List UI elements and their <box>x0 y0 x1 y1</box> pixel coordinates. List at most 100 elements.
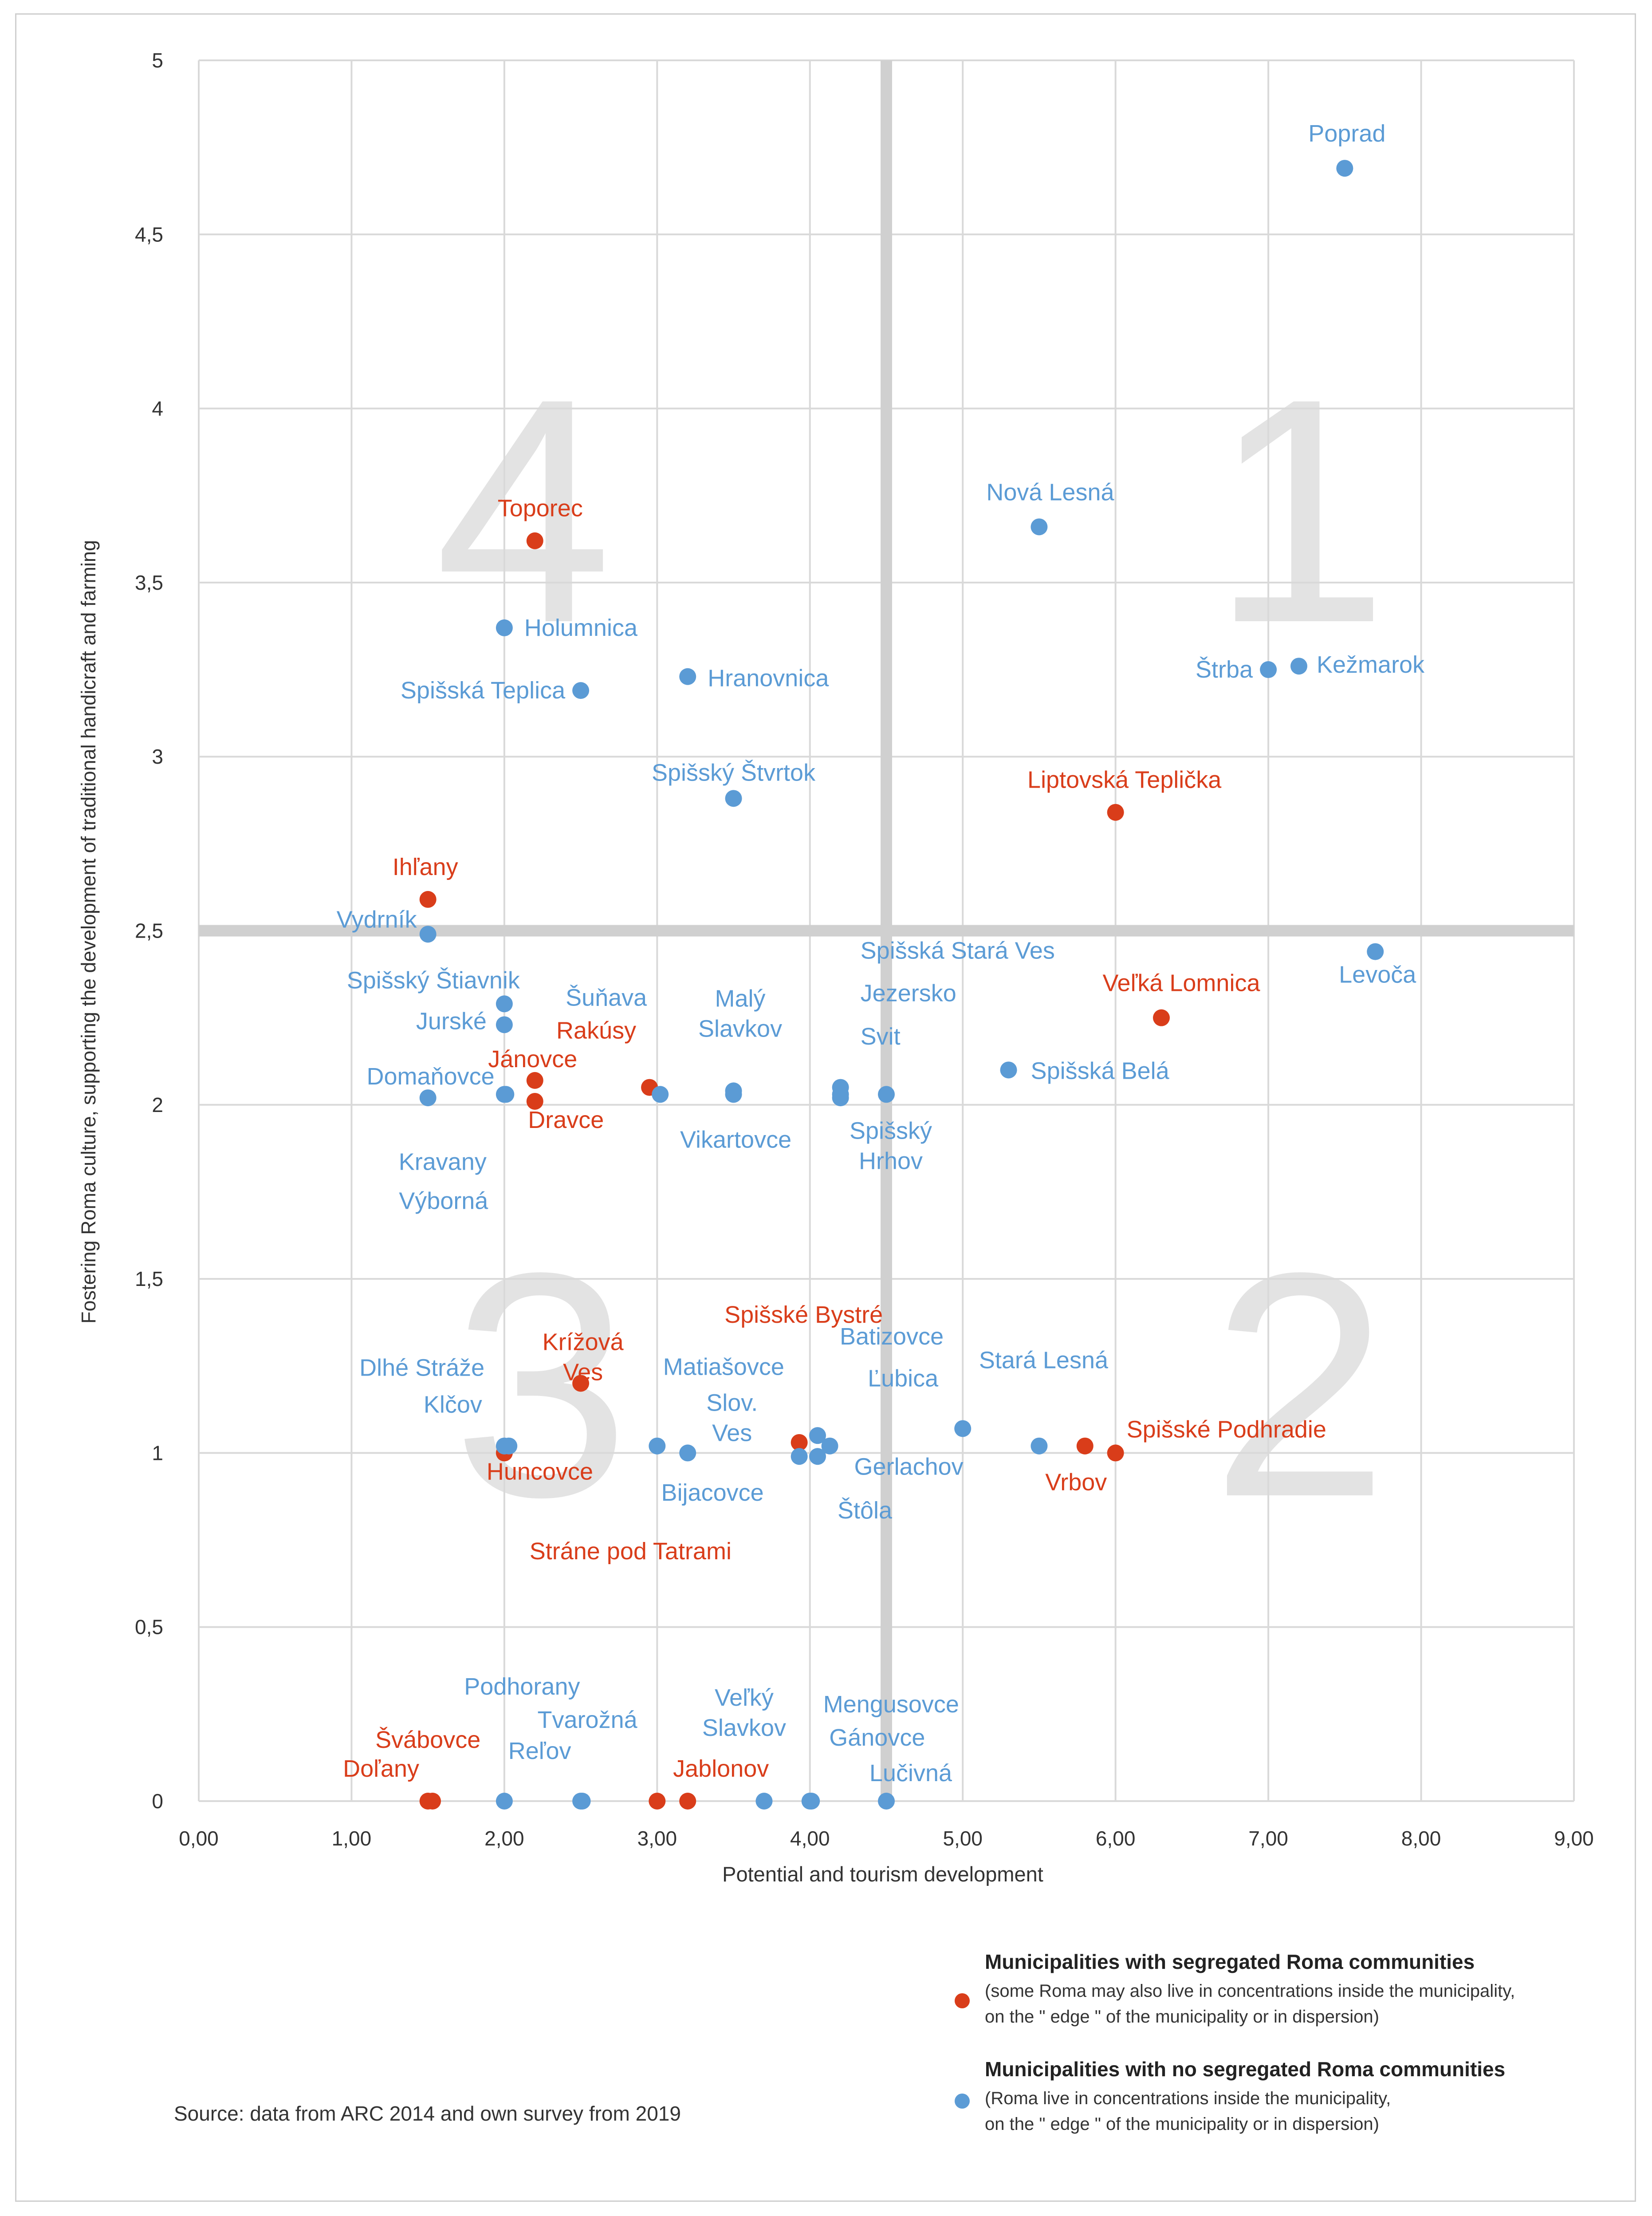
y-axis-label: Fostering Roma culture, supporting the d… <box>77 540 100 1324</box>
data-label--trba: Štrba <box>1196 656 1253 683</box>
data-point-doma-ovce <box>419 1089 437 1107</box>
data-point-liptovsk-tepli-ka <box>1107 804 1124 821</box>
data-label-jablonov: Jablonov <box>673 1755 769 1782</box>
data-point-vikartovce <box>725 1086 742 1103</box>
data-point-ih-any <box>419 891 437 908</box>
data-label-ke-marok: Kežmarok <box>1317 651 1425 678</box>
data-label-spi-sk-star-ves: Spišská Stará Ves <box>861 938 1055 964</box>
data-point-spi-sk-tiavnik <box>496 995 513 1013</box>
data-label-dlh-str-e: Dlhé Stráže <box>359 1355 484 1381</box>
data-point-hranovnica <box>679 668 696 685</box>
data-label-kravany: Kravany <box>399 1148 487 1175</box>
data-point-bijacovce <box>791 1448 808 1465</box>
data-label--ubica: Ľubica <box>868 1365 939 1392</box>
y-tick-label: 5 <box>152 49 163 72</box>
data-label-huncovce: Huncovce <box>487 1458 593 1485</box>
y-tick-label: 1,5 <box>135 1267 163 1290</box>
data-point-star-lesn- <box>1031 1437 1048 1455</box>
y-tick-label: 0,5 <box>135 1616 163 1639</box>
data-point--u-ava <box>652 1086 669 1103</box>
data-point-v-born- <box>497 1086 515 1103</box>
y-tick-label: 3 <box>152 745 163 768</box>
y-tick-label: 2,5 <box>135 919 163 942</box>
x-tick-label: 3,00 <box>637 1827 677 1850</box>
data-label-doma-ovce: Domaňovce <box>367 1063 495 1090</box>
data-label-gerlachov: Gerlachov <box>854 1454 964 1480</box>
data-label-toporec: Toporec <box>498 495 583 522</box>
data-label-ve-k-slavkov: Veľký Slavkov <box>702 1684 786 1741</box>
figure-frame <box>15 13 1636 2202</box>
data-label-j-novce: Jánovce <box>488 1046 577 1073</box>
x-tick-label: 2,00 <box>484 1827 524 1850</box>
data-point-nov-lesn- <box>1031 518 1048 536</box>
data-label-spi-sk-tiavnik: Spišský Štiavnik <box>347 967 520 994</box>
data-label-kl-ov: Klčov <box>424 1392 482 1418</box>
data-point-dravce <box>526 1092 543 1110</box>
data-label-jezersko: Jezersko <box>861 980 956 1006</box>
x-axis-label: Potential and tourism development <box>722 1862 1043 1886</box>
data-label-batizovce: Batizovce <box>840 1323 944 1350</box>
data-point-poprad <box>1336 160 1353 177</box>
data-point-ve-k-lomnica <box>1153 1009 1170 1026</box>
data-label-spi-sk-teplica: Spišská Teplica <box>401 677 566 704</box>
y-tick-label: 2 <box>152 1093 163 1116</box>
x-tick-label: 1,00 <box>332 1827 372 1850</box>
y-tick-label: 4 <box>152 397 163 420</box>
data-point-jursk- <box>496 1016 513 1033</box>
data-point-levo-a <box>1367 943 1384 960</box>
x-tick-label: 8,00 <box>1401 1827 1441 1850</box>
data-point--ubica <box>954 1420 972 1437</box>
data-label-levo-a: Levoča <box>1339 962 1416 988</box>
data-label--t-la: Štôla <box>838 1497 893 1524</box>
data-label-mal-slavkov: Malý Slavkov <box>698 985 782 1042</box>
data-point-spi-sk-tvrtok <box>725 790 742 807</box>
quadrant-number-3: 3 <box>452 1206 630 1563</box>
data-point-re-ov <box>574 1793 591 1810</box>
data-label-matia-ovce: Matiašovce <box>663 1354 784 1380</box>
data-label-nov-lesn-: Nová Lesná <box>986 479 1114 505</box>
data-point-jablonov <box>679 1793 696 1810</box>
x-tick-label: 7,00 <box>1248 1827 1288 1850</box>
data-label--u-ava: Šuňava <box>566 984 647 1011</box>
y-tick-label: 1 <box>152 1441 163 1464</box>
data-label-star-lesn-: Stará Lesná <box>979 1347 1109 1374</box>
data-point-batizovce <box>809 1427 826 1444</box>
data-label-spi-sk-tvrtok: Spišský Štvrtok <box>652 759 816 786</box>
data-point-svit <box>832 1089 849 1107</box>
data-label-re-ov: Reľov <box>508 1738 571 1764</box>
quadrant-number-4: 4 <box>435 332 612 689</box>
data-label-vydrn-k: Vydrník <box>337 906 417 933</box>
x-tick-label: 9,00 <box>1554 1827 1594 1850</box>
y-tick-label: 0 <box>152 1790 163 1813</box>
data-label-tvaro-n-: Tvarožná <box>538 1707 638 1733</box>
data-label-dravce: Dravce <box>528 1107 604 1133</box>
data-point-str-ne-pod-tatrami <box>649 1793 666 1810</box>
data-point-ve-k-slavkov <box>755 1793 773 1810</box>
data-label-spi-sk-hrhov: Spišský Hrhov <box>850 1117 932 1174</box>
data-point-podhorany <box>496 1793 513 1810</box>
data-label--v-bovce: Švábovce <box>375 1727 480 1753</box>
data-point-kr-ov-ves <box>572 1375 590 1392</box>
data-point-gerlachov <box>821 1437 838 1455</box>
data-point-toporec <box>526 532 543 549</box>
quadrant-number-1: 1 <box>1211 332 1388 689</box>
data-point-spi-sk-podhradie <box>1107 1444 1124 1462</box>
data-point-vrbov <box>1076 1437 1093 1455</box>
data-point-j-novce <box>526 1072 543 1089</box>
data-label-lu-ivn-: Lučivná <box>869 1760 952 1786</box>
data-label-hranovnica: Hranovnica <box>708 665 829 692</box>
y-tick-label: 3,5 <box>135 571 163 594</box>
x-tick-label: 5,00 <box>943 1827 983 1850</box>
data-point-spi-sk-hrhov <box>878 1086 895 1103</box>
data-point-kl-ov <box>496 1437 513 1455</box>
data-label-do-any: Doľany <box>343 1755 419 1782</box>
data-label-jursk-: Jurské <box>416 1008 487 1034</box>
data-label-g-novce: Gánovce <box>829 1724 925 1751</box>
data-label-mengusovce: Mengusovce <box>823 1691 959 1718</box>
data-label-str-ne-pod-tatrami: Stráne pod Tatrami <box>530 1538 732 1565</box>
data-label-spi-sk-bystr-: Spišské Bystré <box>724 1301 883 1328</box>
x-tick-label: 0,00 <box>179 1827 219 1850</box>
x-tick-label: 6,00 <box>1096 1827 1136 1850</box>
legend-marker-segregated <box>955 1993 970 2008</box>
